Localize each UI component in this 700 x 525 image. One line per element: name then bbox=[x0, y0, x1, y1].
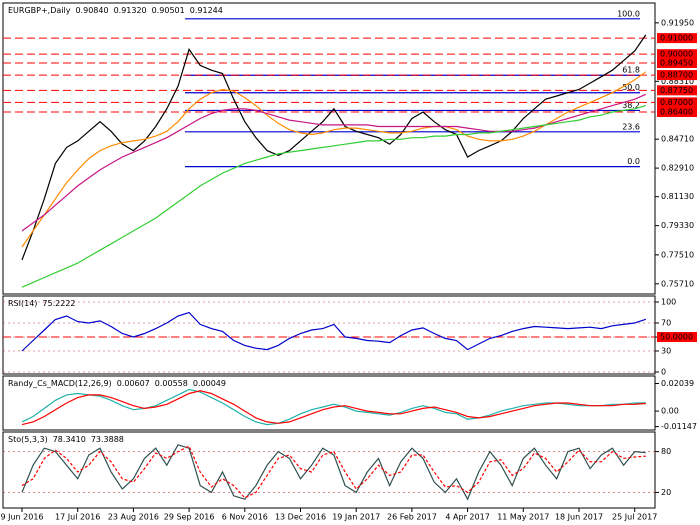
quote-value: 73.3888 bbox=[91, 435, 124, 444]
y-tick-label: 20 bbox=[661, 488, 671, 497]
level-label: 50.0000 bbox=[660, 333, 693, 342]
level-label-box bbox=[657, 49, 697, 60]
fib-label: 100.0 bbox=[617, 9, 640, 18]
level-label-box bbox=[657, 107, 697, 118]
x-tick-label: 26 Feb 2017 bbox=[387, 513, 437, 522]
level-label: 0.89450 bbox=[660, 59, 693, 68]
series-line bbox=[21, 34, 647, 261]
y-tick-label: 0.00 bbox=[661, 407, 679, 416]
y-tick-label: 0.81130 bbox=[661, 192, 694, 201]
x-tick-label: 17 Jul 2016 bbox=[55, 513, 100, 522]
series-line bbox=[21, 311, 646, 352]
y-tick-label: 100 bbox=[661, 298, 676, 307]
series-line bbox=[21, 445, 646, 499]
y-tick-label: 0.84710 bbox=[661, 135, 694, 144]
panel-header: Randy_Cs_MACD(12,26,9) 0.00607 0.00558 0.00… bbox=[8, 379, 226, 388]
quote-value: 0.00049 bbox=[193, 379, 226, 388]
quote-value: 0.00607 bbox=[117, 379, 150, 388]
panel-frame bbox=[2, 431, 656, 509]
quote-value: 0.00558 bbox=[155, 379, 188, 388]
series-line bbox=[21, 71, 647, 248]
x-tick-label: 19 Jan 2017 bbox=[332, 513, 380, 522]
level-label: 0.86400 bbox=[660, 108, 693, 117]
y-tick-label: 0.79330 bbox=[661, 221, 694, 230]
y-tick-label: 30 bbox=[661, 347, 671, 356]
level-label-box bbox=[657, 33, 697, 44]
panel-frame bbox=[2, 295, 656, 375]
panel-title: EURGBP+,Daily bbox=[8, 6, 71, 15]
y-tick-label: 0.88310 bbox=[661, 77, 694, 86]
fib-label: 38.2 bbox=[622, 101, 640, 110]
panel-header: Sto(5,3,3) 78.3410 73.3888 bbox=[8, 435, 124, 444]
fib-label: 61.8 bbox=[622, 66, 640, 75]
y-tick-label: 0.91950 bbox=[661, 18, 694, 27]
y-tick-label: 0.75710 bbox=[661, 279, 694, 288]
x-tick-label: 11 May 2017 bbox=[497, 513, 549, 522]
x-tick-label: 23 Aug 2016 bbox=[108, 513, 159, 522]
quote-value: 0.90501 bbox=[152, 6, 185, 15]
x-tick-label: 18 Jun 2017 bbox=[555, 513, 603, 522]
x-tick-label: 25 Jul 2017 bbox=[612, 513, 657, 522]
fib-label: 0.0 bbox=[627, 157, 640, 166]
panel-title: Randy_Cs_MACD(12,26,9) bbox=[8, 379, 112, 388]
level-label: 0.87000 bbox=[660, 98, 693, 107]
x-tick-label: 13 Dec 2016 bbox=[275, 513, 326, 522]
level-label: 0.87750 bbox=[660, 86, 693, 95]
panel-title: RSI(14) bbox=[8, 299, 37, 308]
x-tick-label: 9 Jun 2016 bbox=[0, 513, 43, 522]
y-tick-label: 0.82910 bbox=[661, 164, 694, 173]
panel-header: RSI(14) 75.2222 bbox=[8, 299, 76, 308]
x-tick-label: 6 Nov 2016 bbox=[222, 513, 268, 522]
x-tick-label: 29 Sep 2016 bbox=[164, 513, 215, 522]
y-tick-label: 0.77510 bbox=[661, 250, 694, 259]
y-tick-label: 0 bbox=[661, 368, 666, 377]
level-label: 0.88700 bbox=[660, 71, 693, 80]
panel-frame bbox=[2, 375, 656, 431]
y-tick-label: 0.02039 bbox=[661, 379, 694, 388]
quote-value: 0.90840 bbox=[75, 6, 108, 15]
series-line bbox=[21, 390, 646, 426]
quote-value: 78.3410 bbox=[53, 435, 86, 444]
quote-value: 0.91320 bbox=[114, 6, 147, 15]
series-line bbox=[21, 444, 646, 501]
panel-title: Sto(5,3,3) bbox=[8, 435, 48, 444]
quote-value: 0.91244 bbox=[190, 6, 223, 15]
fib-label: 23.6 bbox=[622, 122, 640, 131]
panel-header: EURGBP+,Daily 0.90840 0.91320 0.90501 0.9124… bbox=[8, 6, 223, 15]
fib-label: 50.0 bbox=[622, 83, 640, 92]
series-line bbox=[21, 388, 646, 426]
level-label-box bbox=[657, 85, 697, 96]
level-label: 0.90000 bbox=[660, 50, 693, 59]
y-tick-label: 80 bbox=[661, 447, 671, 456]
quote-value: 75.2222 bbox=[42, 299, 75, 308]
level-label-box bbox=[657, 97, 697, 108]
series-line bbox=[21, 105, 646, 288]
y-tick-label: 70 bbox=[661, 319, 671, 328]
level-label-box bbox=[657, 70, 697, 81]
level-label: 0.91000 bbox=[660, 34, 693, 43]
panel-frame bbox=[2, 2, 656, 295]
y-tick-label: -0.01147 bbox=[661, 422, 697, 431]
level-label-box bbox=[657, 58, 697, 69]
x-tick-label: 4 Apr 2017 bbox=[445, 513, 489, 522]
level-label-box bbox=[657, 332, 697, 342]
